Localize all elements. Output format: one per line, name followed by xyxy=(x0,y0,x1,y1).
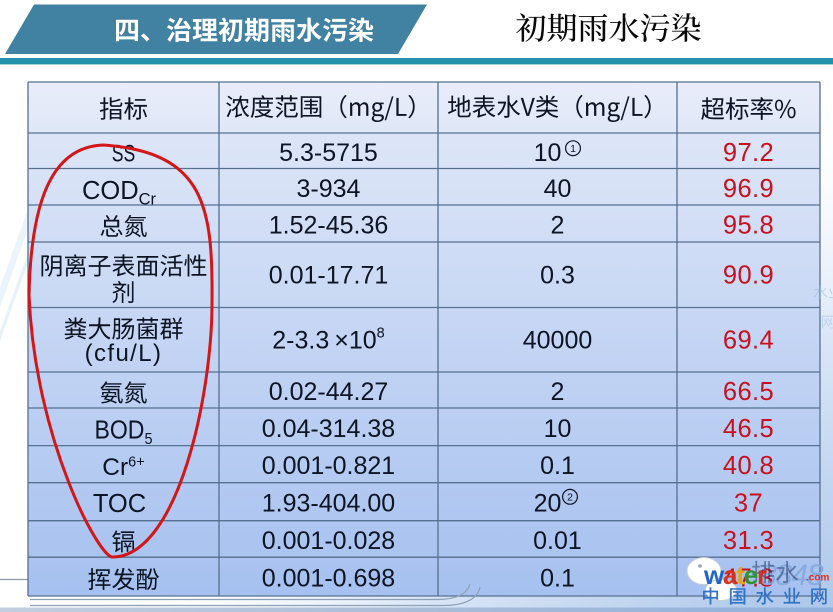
svg-text:40.8: 40.8 xyxy=(723,452,774,480)
svg-text:40: 40 xyxy=(544,175,572,203)
svg-text:97.2: 97.2 xyxy=(723,139,774,167)
svg-text:95.8: 95.8 xyxy=(723,212,774,240)
svg-text:69.4: 69.4 xyxy=(723,326,774,354)
svg-text:10: 10 xyxy=(534,139,562,167)
svg-text:0.01: 0.01 xyxy=(533,527,582,555)
svg-text:.com: .com xyxy=(806,573,829,584)
svg-text:BOD5: BOD5 xyxy=(95,416,153,448)
svg-text:10: 10 xyxy=(544,415,572,443)
svg-text:TOC: TOC xyxy=(93,490,146,518)
svg-text:0.001-0.698: 0.001-0.698 xyxy=(262,565,395,593)
svg-text:(cfu/L): (cfu/L) xyxy=(85,340,163,367)
svg-text:96.9: 96.9 xyxy=(723,175,774,203)
svg-text:1.93-404.00: 1.93-404.00 xyxy=(262,490,395,518)
svg-text:5.3-5715: 5.3-5715 xyxy=(279,139,378,167)
svg-text:1: 1 xyxy=(570,143,576,155)
svg-text:0.02-44.27: 0.02-44.27 xyxy=(269,378,389,406)
svg-text:40000: 40000 xyxy=(523,326,593,354)
svg-text:0.01-17.71: 0.01-17.71 xyxy=(269,261,389,289)
svg-text:0.1: 0.1 xyxy=(540,452,575,480)
svg-text:SS: SS xyxy=(112,140,136,167)
svg-text:0.1: 0.1 xyxy=(540,565,575,593)
svg-text:66.5: 66.5 xyxy=(723,378,774,406)
svg-text:2-3.3 ×108: 2-3.3 ×108 xyxy=(272,326,384,355)
svg-text:water: water xyxy=(703,560,767,590)
svg-text:37: 37 xyxy=(734,490,763,518)
svg-text:0.3: 0.3 xyxy=(540,261,575,289)
svg-text:1.52-45.36: 1.52-45.36 xyxy=(269,212,389,240)
svg-text:0.001-0.821: 0.001-0.821 xyxy=(262,452,395,480)
svg-text:2: 2 xyxy=(551,378,565,406)
svg-text:31.3: 31.3 xyxy=(723,527,774,555)
svg-text:20: 20 xyxy=(534,490,562,518)
svg-text:2: 2 xyxy=(551,212,565,240)
svg-text:0.04-314.38: 0.04-314.38 xyxy=(262,415,395,443)
svg-text:0.001-0.028: 0.001-0.028 xyxy=(262,527,395,555)
svg-text:3-934: 3-934 xyxy=(297,175,361,203)
svg-text:2: 2 xyxy=(567,492,573,504)
svg-text:90.9: 90.9 xyxy=(723,261,774,289)
svg-text:46.5: 46.5 xyxy=(723,415,774,443)
